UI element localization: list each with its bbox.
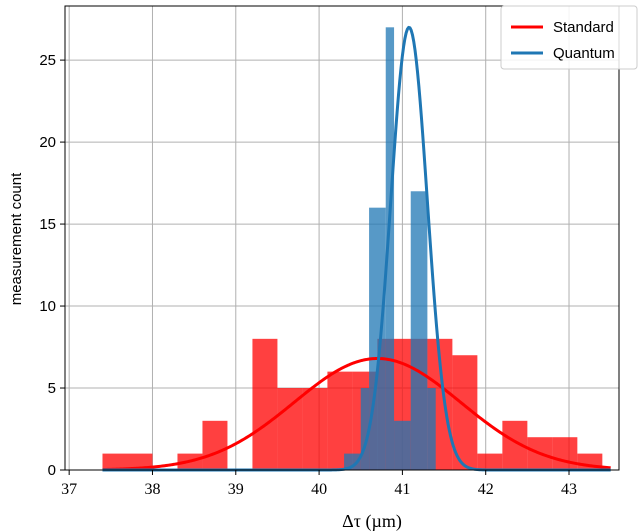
x-tick-label: 38 xyxy=(144,481,160,498)
y-tick-label: 10 xyxy=(39,298,56,315)
quantum-bar xyxy=(385,27,395,471)
x-tick-label: 42 xyxy=(478,481,494,498)
legend-label-standard: Standard xyxy=(553,19,614,36)
standard-bar xyxy=(102,453,153,470)
quantum-bar xyxy=(360,388,370,470)
x-axis-ticks: 37 38 39 40 41 42 43 xyxy=(61,470,577,498)
quantum-bar xyxy=(369,207,386,470)
standard-bar xyxy=(477,453,503,470)
y-tick-label: 5 xyxy=(48,380,56,397)
x-tick-label: 37 xyxy=(61,481,77,498)
x-tick-label: 41 xyxy=(394,481,410,498)
x-tick-label: 40 xyxy=(311,481,327,498)
standard-bar xyxy=(302,388,328,470)
standard-bar xyxy=(202,420,228,470)
standard-bar xyxy=(277,388,303,470)
standard-histogram xyxy=(102,338,603,470)
x-tick-label: 43 xyxy=(561,481,577,498)
quantum-bar xyxy=(427,388,436,470)
y-axis-label: measurement count xyxy=(8,172,25,305)
standard-fit-curve xyxy=(102,357,611,472)
standard-bar xyxy=(552,437,578,470)
y-tick-label: 15 xyxy=(39,216,56,233)
y-tick-label: 0 xyxy=(48,462,56,479)
y-axis-ticks: 0 5 10 15 20 25 xyxy=(39,52,65,479)
quantum-bar xyxy=(410,191,428,470)
quantum-bar xyxy=(394,420,411,470)
y-tick-label: 20 xyxy=(39,134,56,151)
legend-label-quantum: Quantum xyxy=(553,45,615,62)
y-tick-label: 25 xyxy=(39,52,56,69)
quantum-bar xyxy=(344,453,361,470)
x-tick-label: 39 xyxy=(228,481,244,498)
legend: Standard Quantum xyxy=(500,5,638,70)
plot-frame xyxy=(64,5,620,471)
x-axis-label: Δτ (µm) xyxy=(342,511,402,532)
standard-bar xyxy=(252,338,278,470)
